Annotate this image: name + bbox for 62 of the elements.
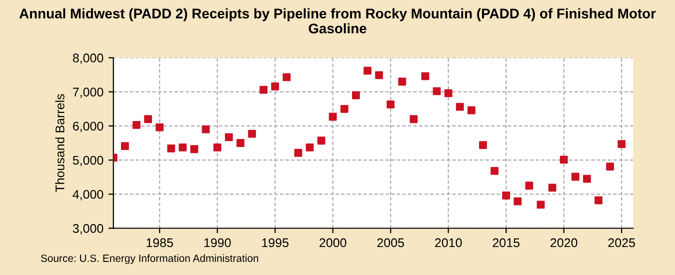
point: [618, 140, 626, 148]
x-tick-label: 1985: [146, 238, 173, 248]
y-tick-label: 8,000: [72, 54, 104, 64]
point: [398, 78, 406, 86]
point: [167, 144, 176, 152]
point: [432, 87, 441, 96]
x-tick-label: 2015: [492, 238, 520, 248]
point: [468, 106, 476, 114]
source-note: Source: U.S. Energy Information Administration: [40, 254, 258, 264]
point: [260, 86, 268, 94]
point: [294, 148, 302, 157]
point: [479, 141, 487, 149]
point: [386, 100, 395, 108]
point: [144, 115, 152, 124]
chart-title: Annual Midwest (PADD 2) Receipts by Pipeline from Rocky Mountain (PADD 4) of Finished Motor Gasoline: [19, 8, 656, 34]
point: [502, 192, 510, 200]
point: [410, 115, 418, 124]
point: [606, 162, 614, 170]
point: [594, 196, 602, 204]
point: [317, 136, 326, 145]
x-tick-label: 2025: [608, 238, 635, 248]
point: [514, 197, 522, 206]
point: [490, 167, 498, 175]
point: [271, 82, 280, 90]
point: [583, 174, 591, 183]
y-tick-label: 5,000: [72, 156, 104, 166]
point: [121, 142, 129, 150]
point: [340, 104, 348, 113]
point: [282, 73, 291, 82]
point: [224, 133, 233, 142]
point: [421, 72, 430, 80]
point: [156, 123, 164, 132]
point: [536, 200, 545, 209]
point: [190, 145, 198, 154]
point: [375, 71, 383, 80]
point: [548, 184, 556, 192]
point: [364, 66, 372, 75]
point: [178, 143, 187, 152]
y-axis-title: Thousand Barrels: [55, 94, 64, 192]
point: [202, 125, 210, 134]
point: [328, 112, 337, 121]
point: [571, 172, 580, 181]
point: [560, 156, 568, 164]
y-tick-label: 3,000: [72, 224, 104, 234]
y-tick-label: 4,000: [72, 190, 104, 200]
point: [236, 139, 244, 147]
point: [213, 143, 222, 152]
y-tick-label: 7,000: [73, 88, 104, 98]
x-tick-label: 2005: [377, 238, 404, 248]
y-tick-label: 6,000: [73, 122, 104, 132]
x-tick-label: 2020: [550, 238, 578, 248]
x-tick-label: 2000: [320, 238, 346, 248]
point: [444, 89, 452, 98]
point: [306, 143, 314, 152]
x-tick-label: 2010: [435, 238, 462, 248]
point: [248, 130, 256, 138]
x-tick-label: 1990: [204, 238, 231, 248]
x-tick-label: 1995: [262, 238, 288, 248]
point: [132, 120, 140, 129]
point: [525, 182, 534, 190]
point: [352, 91, 360, 100]
point: [456, 102, 464, 111]
